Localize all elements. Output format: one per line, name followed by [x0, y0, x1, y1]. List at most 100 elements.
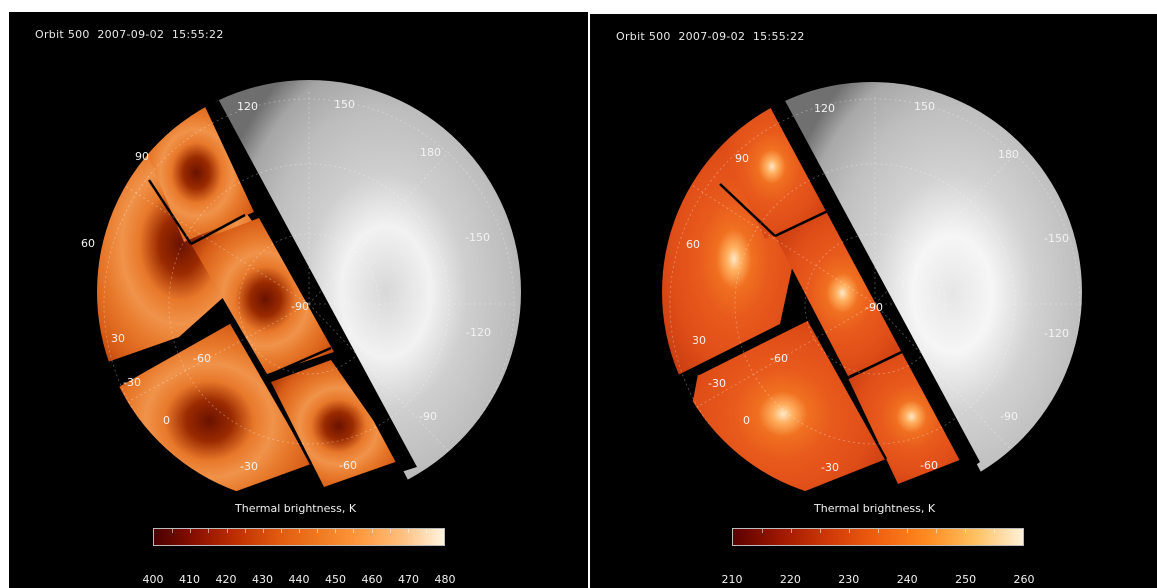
left-lon-180: 180	[420, 146, 441, 159]
left-polar-projection: 120 150 180 -150 -120 -90 90 60 30 0 -30…	[81, 80, 521, 504]
right-lon-60: 60	[686, 238, 700, 251]
right-colorbar-tickmark	[878, 529, 879, 533]
right-gap-2	[774, 208, 831, 238]
right-lon-180: 180	[998, 148, 1019, 161]
left-colorbar-tickmark	[208, 529, 210, 533]
right-swath-c	[775, 210, 910, 376]
right-colorbar-tickmark	[965, 529, 966, 533]
right-colorbar-tick-label: 230	[838, 573, 860, 586]
right-lon-neg150: -150	[1044, 232, 1069, 245]
left-lon-0: 0	[163, 414, 170, 427]
left-colorbar-tickmark	[262, 529, 264, 533]
left-colorbar-tick-label: 420	[215, 573, 237, 586]
right-gap-3	[697, 317, 809, 376]
left-lat-neg60: -60	[193, 352, 211, 365]
left-latitude-labels: -30 -60 -90	[123, 300, 309, 389]
right-colorbar-tickmark	[820, 529, 821, 533]
left-colorbar-tickmark	[190, 529, 192, 533]
left-orbit-header: Orbit 500 2007-09-02 15:55:22	[35, 28, 224, 41]
right-gap-4	[806, 318, 888, 460]
right-lon-neg90: -90	[1000, 410, 1018, 423]
right-lon-120: 120	[814, 102, 835, 115]
right-colorbar-tick-label: 240	[896, 573, 918, 586]
left-colorbar-tickmark	[317, 529, 319, 533]
left-gap-main	[194, 82, 417, 472]
right-gap-main	[762, 84, 980, 472]
right-lat-neg90: -90	[865, 301, 883, 314]
left-lon-neg90: -90	[419, 410, 437, 423]
left-colorbar-tickmark	[244, 529, 246, 533]
left-colorbar-tick-label: 460	[361, 573, 383, 586]
right-gap-5	[847, 347, 909, 380]
left-lon-neg120: -120	[466, 326, 491, 339]
right-lon-30: 30	[692, 334, 706, 347]
right-lon-150: 150	[914, 100, 935, 113]
left-colorbar-tick-label: 410	[179, 573, 200, 586]
left-lon-120: 120	[237, 100, 258, 113]
right-colorbar	[732, 528, 1024, 546]
left-colorbar-tick-label: 440	[288, 573, 310, 586]
left-image-panel: Orbit 500 2007-09-02 15:55:22	[9, 12, 588, 588]
left-colorbar-title: Thermal brightness, K	[235, 502, 357, 515]
left-gap-5	[266, 346, 332, 378]
left-lon-90: 90	[135, 150, 149, 163]
right-lon-neg60: -60	[920, 459, 938, 472]
left-lon-60: 60	[81, 237, 95, 250]
left-colorbar-tickmark	[353, 529, 355, 533]
right-colorbar-title: Thermal brightness, K	[814, 502, 936, 515]
right-latitude-labels: -30 -60 -90	[708, 301, 883, 390]
right-lat-neg30: -30	[708, 377, 726, 390]
left-colorbar-tick-label: 470	[398, 573, 419, 586]
left-disk-image	[97, 80, 521, 504]
left-colorbar-tickmark	[172, 529, 174, 533]
right-colorbar-tick-label: 250	[955, 573, 977, 586]
right-colorbar-tick-label: 210	[721, 573, 743, 586]
left-swath-c	[191, 218, 334, 374]
right-colorbar-tick-label: 260	[1013, 573, 1035, 586]
right-colorbar-tickmark	[936, 529, 937, 533]
left-colorbar-tickmark	[407, 529, 409, 533]
left-colorbar-tickmark	[226, 529, 228, 533]
left-colorbar	[153, 528, 445, 546]
left-swath-e	[271, 360, 401, 487]
left-lat-neg90: -90	[291, 300, 309, 313]
left-lon-neg60: -60	[339, 459, 357, 472]
right-longitude-labels: 120 150 180 -150 -120 -90 90 60 30 0 -30…	[686, 100, 1069, 474]
right-disk-image	[662, 82, 1082, 502]
right-swath-e	[848, 349, 975, 484]
right-colorbar-tickmark	[849, 529, 850, 533]
right-graticule	[669, 94, 1082, 502]
right-orbit-header: Orbit 500 2007-09-02 15:55:22	[616, 30, 805, 43]
right-colorbar-tickmark	[907, 529, 908, 533]
right-gap-1	[719, 183, 776, 237]
right-lon-neg30: -30	[821, 461, 839, 474]
left-colorbar-tickmark	[371, 529, 373, 533]
left-lon-30: 30	[111, 332, 125, 345]
left-colorbar-tickmark	[299, 529, 300, 533]
right-image-panel: Orbit 500 2007-09-02 15:55:22	[590, 14, 1157, 588]
right-polar-projection: 120 150 180 -150 -120 -90 90 60 30 0 -30…	[662, 82, 1082, 502]
right-lon-0: 0	[743, 414, 750, 427]
left-colorbar-tick-label: 400	[142, 573, 164, 586]
left-gap-2	[190, 213, 246, 246]
right-colorbar-tickmark	[791, 529, 792, 533]
right-swath-b	[714, 94, 830, 239]
left-longitude-labels: 120 150 180 -150 -120 -90 90 60 30 0 -30…	[81, 98, 491, 473]
right-colorbar-tickmark	[762, 529, 763, 533]
right-lon-90: 90	[735, 152, 749, 165]
right-colorbar-tickmark	[994, 529, 995, 533]
right-colorbar-tick-label: 220	[779, 573, 801, 586]
left-gap-3	[123, 318, 235, 384]
left-colorbar-tick-label: 480	[434, 573, 456, 586]
left-colorbar-tickmark	[389, 529, 391, 533]
left-graticule	[103, 92, 515, 504]
left-lat-neg30: -30	[123, 376, 141, 389]
right-lat-neg60: -60	[770, 352, 788, 365]
left-gap-4	[232, 319, 313, 465]
right-grey-region	[772, 82, 1082, 502]
left-lon-neg150: -150	[465, 231, 490, 244]
left-lon-neg30: -30	[240, 460, 258, 473]
left-lon-150: 150	[334, 98, 355, 111]
left-gap-1	[147, 179, 193, 245]
